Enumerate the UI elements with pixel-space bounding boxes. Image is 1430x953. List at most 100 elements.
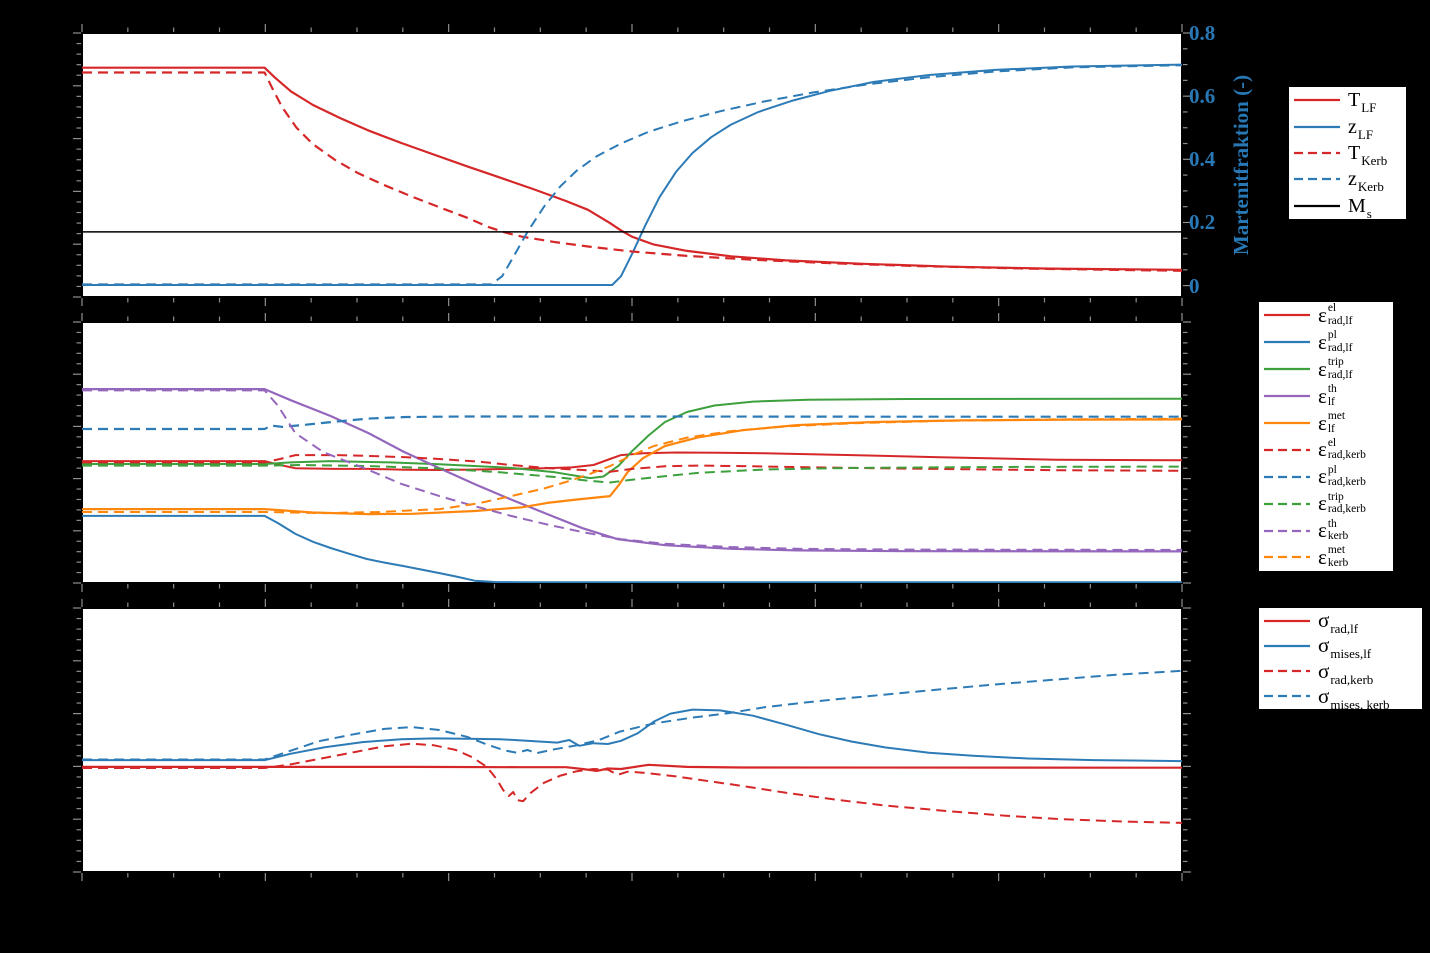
stress-curves bbox=[82, 608, 1182, 872]
legend-item-eps_lf_met: ε met lf bbox=[1259, 410, 1393, 435]
legend-label-base: T bbox=[1348, 141, 1361, 164]
legend-line-sample-eps_kerb_th bbox=[1264, 529, 1310, 532]
legend-label-base: ε bbox=[1318, 356, 1327, 381]
legend-label-base: ε bbox=[1318, 464, 1327, 489]
legend-label-base: z bbox=[1348, 115, 1357, 138]
right-axis-tick-label-0: 0 bbox=[1189, 273, 1200, 298]
legend-item-eps_rad_lf_pl: ε pl rad,lf bbox=[1259, 330, 1393, 354]
series-sigma_mises_lf-line bbox=[82, 708, 1182, 763]
legend-label-base: ε bbox=[1318, 518, 1327, 543]
series-eps_kerb_th-line bbox=[82, 389, 1182, 551]
legend-item-eps_rad_lf_trip: ε trip rad,lf bbox=[1259, 357, 1393, 381]
legend-label-base: σ bbox=[1318, 608, 1330, 633]
legend-label-base: T bbox=[1348, 89, 1361, 112]
legend-label-base: ε bbox=[1318, 437, 1327, 462]
legend-item-eps_rad_kerb_trip: ε trip rad,kerb bbox=[1259, 490, 1393, 516]
legend-label-subscript: Kerb bbox=[1357, 179, 1384, 195]
legend-label-sigma_rad_lf: σ rad,lf bbox=[1318, 608, 1358, 636]
plot-temperature-martensite bbox=[82, 33, 1182, 297]
legend-label-eps_lf_th: ε th lf bbox=[1318, 384, 1337, 408]
legend-line-sample-eps_lf_met bbox=[1264, 421, 1310, 425]
series-T_LF-line bbox=[82, 66, 1182, 271]
series-sigma_rad_lf-line bbox=[82, 763, 1182, 772]
legend-label-subscript: Kerb bbox=[1361, 152, 1388, 168]
legend-label-sigma_mises_lf: σ mises,lf bbox=[1318, 635, 1371, 661]
legend-line-sample-eps_rad_kerb_el bbox=[1264, 448, 1310, 451]
legend-line-sample-eps_rad_kerb_trip bbox=[1264, 502, 1310, 505]
legend-label-eps_rad_lf_trip: ε trip rad,lf bbox=[1318, 357, 1352, 381]
right-axis-tick-label-0.8: 0.8 bbox=[1189, 21, 1216, 45]
legend-label-subscript: s bbox=[1366, 205, 1372, 221]
legend-line-sample-sigma_rad_kerb bbox=[1264, 670, 1310, 673]
legend-label-z_LF: z LF bbox=[1348, 115, 1373, 141]
strain-curves bbox=[82, 322, 1182, 583]
legend-line-sample-sigma_rad_lf bbox=[1264, 619, 1310, 622]
legend-line-sample-eps_kerb_met bbox=[1264, 556, 1310, 559]
legend-line-sample-M_s bbox=[1294, 204, 1340, 207]
legend-item-sigma_mises_lf: σ mises,lf bbox=[1259, 635, 1422, 661]
plot-strains bbox=[82, 322, 1182, 583]
legend-item-eps_kerb_th: ε th kerb bbox=[1259, 518, 1393, 543]
legend-label-base: ε bbox=[1318, 410, 1327, 435]
series-sigma_rad_kerb-line bbox=[82, 742, 1182, 824]
legend-line-sample-eps_rad_lf_el bbox=[1264, 314, 1310, 317]
legend-label-base: σ bbox=[1318, 683, 1330, 708]
legend-label-subscript: LF bbox=[1361, 100, 1377, 116]
legend-strains: ε el rad,lf ε pl rad,lf ε trip rad,lf ε th lf ε met lf… bbox=[1258, 301, 1394, 572]
legend-label-base: ε bbox=[1318, 544, 1327, 569]
legend-label-eps_rad_kerb_pl: ε pl rad,kerb bbox=[1318, 463, 1366, 489]
legend-line-sample-T_LF bbox=[1294, 99, 1340, 102]
legend-line-sample-eps_rad_lf_trip bbox=[1264, 368, 1310, 371]
legend-label-scripts: el rad,kerb bbox=[1327, 436, 1366, 462]
legend-label-scripts: met kerb bbox=[1327, 544, 1349, 569]
legend-item-sigma_mises_kerb: σ mises, kerb bbox=[1259, 683, 1422, 711]
series-eps_rad_lf_el-line bbox=[82, 451, 1182, 471]
legend-label-subscript: mises, kerb bbox=[1330, 696, 1390, 712]
legend-label-scripts: pl rad,lf bbox=[1327, 329, 1353, 354]
series-eps_lf_met-line bbox=[82, 418, 1182, 516]
legend-item-eps_rad_kerb_el: ε el rad,kerb bbox=[1259, 436, 1393, 462]
series-eps_rad_lf_pl-line bbox=[82, 514, 1182, 583]
series-eps_lf_th-line bbox=[82, 387, 1182, 553]
legend-label-base: z bbox=[1348, 168, 1357, 191]
legend-label-scripts: trip rad,lf bbox=[1327, 356, 1353, 381]
legend-label-eps_lf_met: ε met lf bbox=[1318, 410, 1345, 435]
series-z_LF-line bbox=[82, 63, 1182, 286]
legend-label-subscript: LF bbox=[1357, 126, 1374, 142]
legend-line-sample-eps_lf_th bbox=[1264, 395, 1310, 398]
series-eps_rad_kerb_pl-line bbox=[82, 415, 1182, 431]
legend-stresses: σ rad,lf σ mises,lf σ rad,kerb σ mises, kerb bbox=[1258, 607, 1423, 711]
legend-label-base: ε bbox=[1318, 329, 1327, 354]
legend-line-sample-T_Kerb bbox=[1294, 151, 1340, 155]
legend-item-z_LF: z LF bbox=[1289, 115, 1406, 141]
legend-label-scripts: trip rad,kerb bbox=[1327, 490, 1366, 516]
legend-label-subscript: mises,lf bbox=[1330, 646, 1372, 662]
legend-label-eps_rad_lf_pl: ε pl rad,lf bbox=[1318, 330, 1352, 354]
legend-line-sample-sigma_mises_lf bbox=[1264, 644, 1310, 647]
legend-label-base: σ bbox=[1318, 658, 1330, 683]
series-z_Kerb-line bbox=[82, 64, 1182, 286]
legend-label-base: ε bbox=[1318, 302, 1327, 327]
legend-item-T_Kerb: T Kerb bbox=[1289, 141, 1406, 167]
legend-label-scripts: th lf bbox=[1327, 383, 1337, 408]
temperature-martensite-curves bbox=[82, 33, 1182, 297]
legend-label-base: ε bbox=[1318, 383, 1327, 408]
series-sigma_mises_kerb-line bbox=[82, 669, 1182, 761]
series-eps_rad_kerb_trip-line bbox=[82, 464, 1182, 484]
legend-label-eps_rad_kerb_trip: ε trip rad,kerb bbox=[1318, 490, 1366, 516]
legend-label-scripts: pl rad,kerb bbox=[1327, 463, 1366, 489]
legend-item-eps_kerb_met: ε met kerb bbox=[1259, 545, 1393, 569]
legend-label-eps_kerb_met: ε met kerb bbox=[1318, 545, 1348, 569]
legend-label-subscript: rad,kerb bbox=[1330, 671, 1374, 687]
legend-label-z_Kerb: z Kerb bbox=[1348, 168, 1384, 193]
legend-item-sigma_rad_lf: σ rad,lf bbox=[1259, 608, 1422, 636]
series-eps_kerb_met-line bbox=[82, 417, 1182, 515]
legend-label-eps_rad_kerb_el: ε el rad,kerb bbox=[1318, 436, 1366, 462]
legend-label-T_Kerb: T Kerb bbox=[1348, 141, 1387, 167]
legend-item-eps_rad_lf_el: ε el rad,lf bbox=[1259, 303, 1393, 327]
legend-item-eps_rad_kerb_pl: ε pl rad,kerb bbox=[1259, 463, 1393, 489]
